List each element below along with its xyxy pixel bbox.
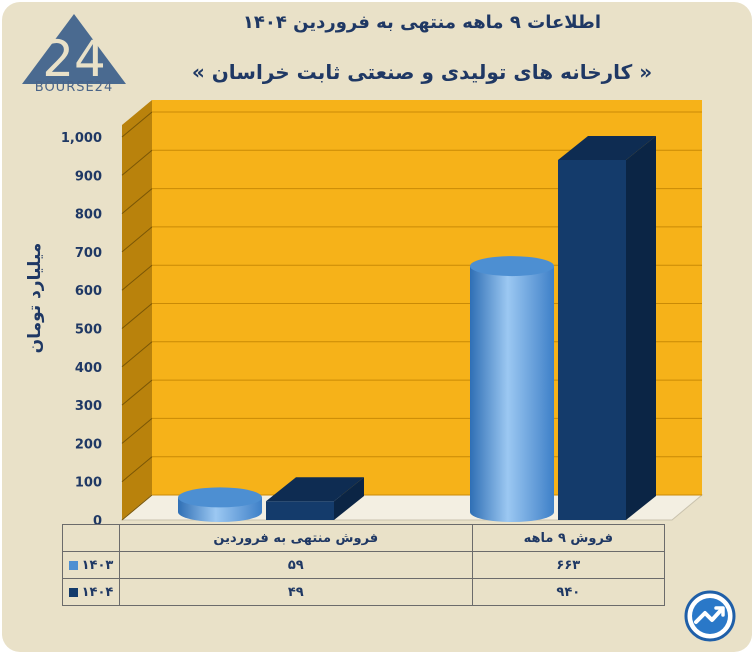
- legend-label: ۱۴۰۴: [81, 584, 114, 600]
- data-table: فروش منتهی به فروردین فروش ۹ ماهه ۱۴۰۳ ۵…: [62, 524, 666, 606]
- gridline: [121, 226, 153, 253]
- gridline: [121, 456, 153, 483]
- gridline: [121, 341, 153, 368]
- chart-subtitle: « کارخانه های تولیدی و صنعتی ثابت خراسان…: [191, 60, 653, 84]
- gridline: [121, 188, 153, 214]
- y-tick-label: 300: [75, 399, 102, 414]
- table-row-1404: ۱۴۰۴ ۴۹ ۹۴۰: [62, 578, 666, 606]
- bourse24-logo-icon: 24: [22, 14, 126, 87]
- plot-side-wall: [122, 100, 152, 520]
- gridline: [121, 303, 153, 329]
- y-tick-label: 800: [75, 208, 102, 223]
- trend-arrow-icon: [684, 590, 736, 642]
- bar-۱۴۰۴-1: [558, 135, 656, 521]
- logo-digits: 24: [42, 30, 106, 87]
- gridline: [121, 111, 153, 138]
- logo-text: BOURSE24: [34, 80, 114, 95]
- y-tick-label: 1,000: [61, 131, 102, 146]
- y-tick-label: 200: [75, 437, 102, 452]
- legend-item-1403: ۱۴۰۳: [62, 551, 120, 579]
- table-cell: ۶۶۳: [471, 551, 666, 579]
- gridline: [121, 494, 153, 521]
- gridline: [121, 149, 153, 176]
- table-header-cell: فروش ۹ ماهه: [471, 524, 666, 552]
- bar-۱۴۰۳-0: [178, 487, 262, 522]
- y-tick-label: 700: [75, 246, 102, 261]
- y-tick-label: 400: [75, 361, 102, 376]
- y-tick-label: 900: [75, 169, 102, 184]
- table-cell: ۵۹: [119, 551, 473, 579]
- y-tick-label: 100: [75, 476, 102, 491]
- y-tick-label: 500: [75, 323, 102, 338]
- bar-۱۴۰۳-1: [470, 256, 554, 522]
- y-tick-label: 600: [75, 284, 102, 299]
- legend-swatch-1403-icon: [68, 560, 78, 570]
- y-tick-label: 0: [93, 514, 102, 529]
- table-header-row: فروش منتهی به فروردین فروش ۹ ماهه: [62, 524, 666, 552]
- bar-۱۴۰۴-0: [266, 477, 364, 520]
- legend-item-1404: ۱۴۰۴: [62, 578, 120, 606]
- legend-label: ۱۴۰۳: [81, 557, 114, 573]
- table-corner-cell: [62, 524, 120, 552]
- legend-swatch-1404-icon: [68, 587, 78, 597]
- gridline: [121, 264, 153, 291]
- table-cell: ۹۴۰: [471, 578, 666, 606]
- chart-title: اطلاعات ۹ ماهه منتهی به فروردین ۱۴۰۴: [242, 12, 602, 33]
- table-header-cell: فروش منتهی به فروردین: [119, 524, 473, 552]
- gridline: [121, 379, 153, 406]
- table-cell: ۴۹: [119, 578, 473, 606]
- table-row-1403: ۱۴۰۳ ۵۹ ۶۶۳: [62, 551, 666, 579]
- gridline: [121, 418, 153, 444]
